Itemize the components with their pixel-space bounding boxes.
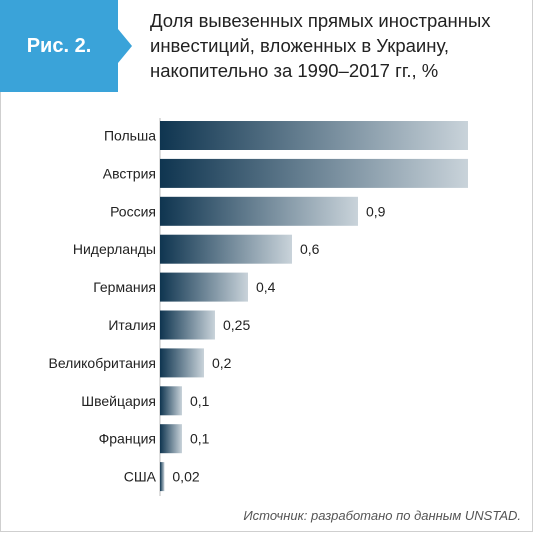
bar — [160, 462, 165, 492]
value-label: 0,25 — [223, 317, 250, 333]
value-label: 0,1 — [190, 431, 210, 447]
source-note: Источник: разработано по данным UNSTAD. — [243, 508, 521, 523]
category-label: Италия — [108, 317, 156, 333]
badge-box — [0, 0, 118, 92]
category-label: США — [124, 469, 157, 485]
bar — [160, 348, 204, 378]
value-label: 0,6 — [300, 241, 320, 257]
value-label: 0,1 — [190, 393, 210, 409]
bar — [160, 424, 182, 454]
bar — [160, 158, 468, 188]
badge-arrow — [118, 29, 132, 63]
category-label: Польша — [104, 128, 156, 144]
bar — [160, 196, 358, 226]
category-label: Германия — [93, 279, 156, 295]
bar — [160, 121, 468, 150]
chart-title: Доля вывезенных прямых иностранных инвес… — [150, 10, 491, 81]
bar — [160, 272, 248, 302]
value-label: 0,2 — [212, 355, 232, 371]
value-label: 0,9 — [366, 203, 386, 219]
category-label: Швейцария — [81, 393, 156, 409]
figure-number: Рис. 2. — [26, 34, 92, 57]
category-label: Франция — [99, 431, 156, 447]
value-label: 0,02 — [172, 469, 199, 485]
category-label: Россия — [110, 203, 156, 219]
category-label: Нидерланды — [73, 241, 156, 257]
bar — [160, 234, 292, 264]
category-label: Австрия — [103, 165, 156, 181]
category-label: Великобритания — [48, 355, 156, 371]
bar — [160, 386, 182, 416]
value-label: 0,4 — [256, 279, 276, 295]
bar — [160, 310, 215, 340]
